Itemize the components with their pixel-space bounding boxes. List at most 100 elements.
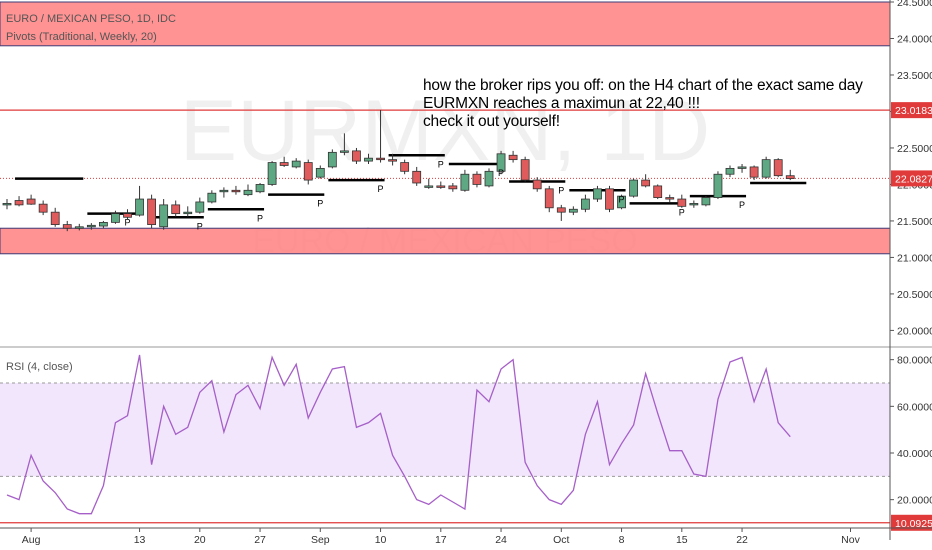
candle-body-6: [74, 226, 84, 229]
rsi-series-line: [6, 354, 791, 515]
price-tick-label-1: 24.0000: [897, 33, 932, 45]
pivot-mark-4: P: [378, 184, 384, 194]
time-tick-label-3: 27: [254, 534, 266, 546]
candle-body-65: [785, 175, 795, 180]
time-tick-label-10: 15: [676, 534, 688, 546]
annotation-line-3: check it out yourself!: [423, 113, 560, 130]
rsi-tick-label-1: 60.0000: [897, 401, 932, 413]
candle-body-47: [568, 208, 578, 213]
annotation-line-2: EURMXN reaches a maximun at 22,40 !!!: [423, 95, 700, 112]
resistance-zone-1: [0, 227, 891, 255]
candle-body-29: [352, 150, 361, 162]
candle-body-11: [135, 198, 144, 216]
candle-body-46: [556, 207, 566, 213]
candle-body-60: [725, 167, 735, 175]
candle-body-21: [255, 184, 265, 193]
pivot-mark-7: P: [558, 186, 564, 196]
resistance-zone-0: [0, 1, 891, 47]
price-label-0: 23.0183: [895, 105, 932, 117]
candle-body-24: [291, 160, 301, 168]
candle-body-0: [2, 203, 12, 206]
candle-body-8: [99, 221, 108, 227]
candle-body-18: [219, 189, 229, 193]
candle-body-43: [520, 159, 530, 181]
price-tick-label-9: 20.0000: [897, 325, 932, 337]
price-tick-label-2: 23.5000: [897, 70, 932, 82]
candle-body-62: [749, 166, 759, 178]
candle-body-54: [653, 185, 663, 198]
candle-body-16: [195, 201, 205, 213]
pivot-mark-3: P: [317, 199, 323, 209]
time-tick-label-9: 8: [619, 534, 625, 546]
candle-body-39: [472, 173, 482, 185]
pivot-mark-9: P: [679, 207, 685, 217]
pivot-mark-0: P: [124, 218, 130, 228]
candle-body-15: [183, 211, 193, 215]
price-tick-label-7: 21.0000: [897, 252, 932, 264]
candle-body-7: [86, 224, 96, 228]
price-label-box-1: [891, 170, 932, 187]
candle-body-33: [400, 162, 410, 172]
rsi-tick-label-3: 20.0000: [897, 495, 932, 507]
rsi-indicator-label: RSI (4, close): [6, 361, 73, 373]
pivot-mark-10: P: [739, 200, 745, 210]
candle-body-5: [62, 224, 72, 229]
pivot-mark-1: P: [197, 221, 203, 231]
time-tick-label-12: Nov: [841, 534, 860, 546]
candle-body-4: [50, 211, 60, 225]
annotation-text: how the broker rips you off: on the H4 c…: [423, 77, 893, 131]
time-tick-label-5: 10: [375, 534, 387, 546]
price-tick-label-8: 20.5000: [897, 289, 932, 301]
candle-body-51: [617, 195, 626, 209]
time-tick-label-7: 24: [495, 534, 507, 546]
pivot-mark-6: P: [498, 168, 504, 178]
candle-body-12: [147, 198, 157, 225]
candle-body-64: [773, 159, 783, 177]
candle-body-2: [26, 198, 36, 205]
candle-body-14: [171, 204, 181, 215]
candle-body-59: [713, 173, 723, 198]
price-tick-label-6: 21.5000: [897, 216, 932, 228]
candle-body-35: [424, 185, 434, 188]
rsi-price-label: 10.0925: [895, 518, 932, 530]
candle-body-61: [737, 166, 747, 169]
candle-body-17: [207, 192, 217, 203]
candle-body-55: [665, 197, 675, 200]
time-tick-label-1: 13: [134, 534, 146, 546]
time-tick-label-4: Sep: [311, 534, 330, 546]
price-tick-label-0: 24.5000: [897, 0, 932, 9]
price-axis-bg: [890, 0, 932, 550]
pivots-indicator-label: Pivots (Traditional, Weekly, 20): [6, 31, 157, 43]
candle-body-57: [689, 203, 699, 206]
candle-body-22: [267, 162, 277, 185]
candle-body-32: [388, 159, 398, 162]
time-tick-label-0: Aug: [22, 534, 41, 546]
symbol-title: EURO / MEXICAN PESO, 1D, IDC: [6, 13, 176, 25]
price-label-1: 22.0827: [895, 173, 932, 185]
candle-body-49: [593, 188, 602, 200]
candle-body-45: [544, 188, 554, 209]
candle-body-50: [605, 188, 614, 210]
candle-body-44: [532, 179, 542, 190]
candle-body-20: [243, 189, 253, 196]
time-tick-label-2: 20: [194, 534, 206, 546]
time-tick-label-11: 22: [736, 534, 748, 546]
candle-body-53: [641, 179, 651, 187]
candle-body-37: [448, 185, 458, 190]
candle-body-40: [484, 170, 494, 187]
candle-body-56: [677, 198, 687, 207]
time-tick-label-8: Oct: [553, 534, 569, 546]
candle-body-34: [412, 170, 422, 184]
candle-body-10: [123, 213, 132, 218]
candle-body-13: [159, 204, 169, 228]
candle-body-9: [111, 213, 120, 223]
candle-body-27: [327, 151, 337, 168]
candle-body-38: [460, 173, 470, 191]
candle-body-28: [339, 150, 349, 153]
candle-body-36: [436, 185, 446, 188]
price-tick-label-4: 22.5000: [897, 143, 932, 155]
candle-body-58: [701, 197, 711, 206]
candle-body-26: [315, 167, 325, 178]
